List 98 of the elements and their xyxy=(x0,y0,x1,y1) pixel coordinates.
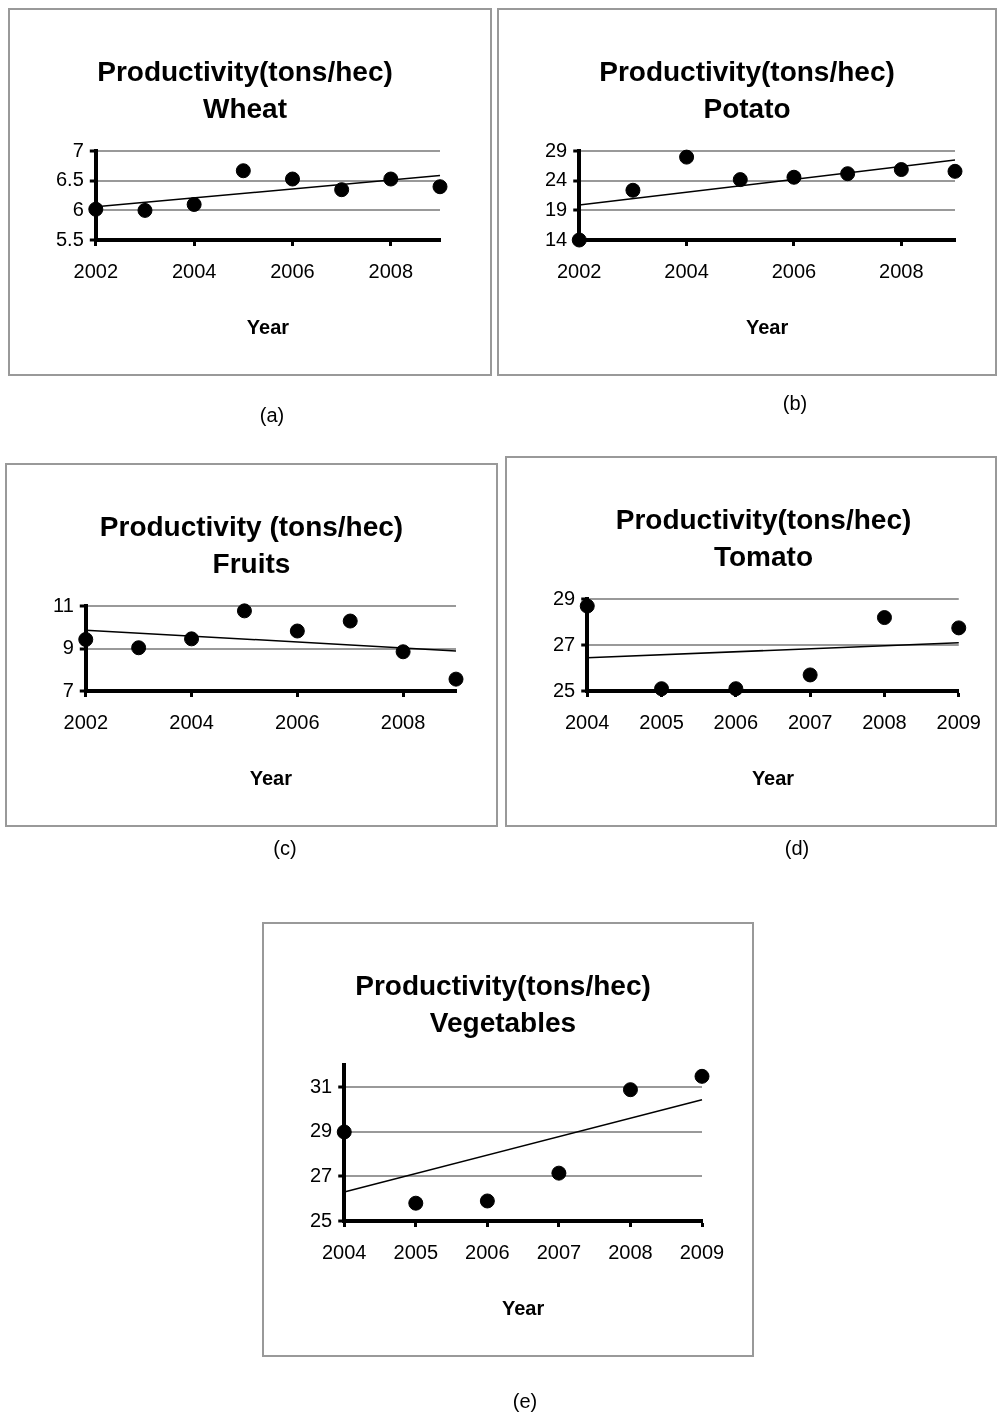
x-tick-label: 2004 xyxy=(565,710,610,733)
chart-title: Productivity(tons/hec) xyxy=(97,55,393,87)
y-tick-label: 7 xyxy=(62,678,74,701)
text: (c) xyxy=(272,837,298,860)
x-tick-label: 2008 xyxy=(380,710,426,733)
point xyxy=(88,201,104,217)
point xyxy=(236,603,252,619)
x-tick-label: 2006 xyxy=(275,710,320,733)
chart-subtitle: Vegetables xyxy=(429,1007,577,1039)
point xyxy=(78,631,94,647)
point xyxy=(732,172,748,188)
point xyxy=(728,681,744,697)
x-axis-title: Year xyxy=(745,315,789,338)
text: (d) xyxy=(783,837,811,860)
x-tick-label: 2008 xyxy=(879,259,924,282)
y-tick-label: 11 xyxy=(53,593,74,616)
point xyxy=(408,1195,424,1211)
point xyxy=(579,598,595,614)
x-tick-label: 2006 xyxy=(270,259,315,282)
x-tick-label: 2004 xyxy=(664,259,709,282)
point xyxy=(876,610,892,626)
point xyxy=(694,1068,710,1084)
point xyxy=(186,196,202,212)
point xyxy=(625,182,641,198)
point xyxy=(289,623,305,639)
point xyxy=(786,169,802,185)
x-axis-title: Year xyxy=(246,315,290,338)
x-tick-label: 2002 xyxy=(557,259,602,282)
y-tick-label: 31 xyxy=(310,1074,333,1097)
x-tick-label: 2002 xyxy=(73,259,119,282)
point xyxy=(432,179,448,195)
chart-title: Productivity (tons/hec) xyxy=(99,510,404,542)
x-tick-label: 2006 xyxy=(771,259,817,282)
text: (a) xyxy=(258,404,286,427)
y-tick-label: 5.5 xyxy=(55,227,84,250)
point xyxy=(342,613,358,629)
x-tick-label: 2007 xyxy=(787,710,833,733)
chart-title: Productivity(tons/hec) xyxy=(615,503,912,535)
y-tick-label: 9 xyxy=(62,636,74,659)
y-tick-label: 27 xyxy=(553,632,576,655)
point xyxy=(551,1165,567,1181)
text: (e) xyxy=(511,1390,539,1413)
chart-title: Productivity(tons/hec) xyxy=(599,55,895,87)
point xyxy=(235,163,251,179)
chart-subtitle: Tomato xyxy=(713,541,814,573)
chart-subtitle: Potato xyxy=(703,93,791,125)
chart-subtitle: Fruits xyxy=(212,548,291,580)
y-tick-label: 24 xyxy=(545,168,568,191)
point xyxy=(448,671,464,687)
x-tick-label: 2006 xyxy=(713,710,759,733)
x-tick-label: 2009 xyxy=(679,1240,725,1263)
point xyxy=(947,163,963,179)
x-tick-label: 2004 xyxy=(322,1240,367,1263)
text: (b) xyxy=(781,392,809,415)
point xyxy=(679,149,695,165)
point xyxy=(622,1082,638,1098)
point xyxy=(184,631,200,647)
point xyxy=(131,640,147,656)
chart-subtitle: Wheat xyxy=(203,93,287,125)
point xyxy=(137,202,153,218)
y-tick-label: 19 xyxy=(545,197,568,220)
x-tick-label: 2004 xyxy=(171,259,217,282)
point xyxy=(336,1124,352,1140)
point xyxy=(334,182,350,198)
y-tick-label: 7 xyxy=(72,138,84,161)
point xyxy=(840,166,856,182)
x-tick-label: 2007 xyxy=(536,1240,582,1263)
x-tick-label: 2009 xyxy=(936,710,981,733)
y-tick-label: 25 xyxy=(553,678,576,701)
point xyxy=(284,171,300,187)
x-tick-label: 2008 xyxy=(608,1240,653,1263)
point xyxy=(395,644,411,660)
x-tick-label: 2008 xyxy=(368,259,414,282)
y-tick-label: 6 xyxy=(72,197,84,220)
x-tick-label: 2005 xyxy=(393,1240,439,1263)
point xyxy=(479,1193,495,1209)
point xyxy=(951,620,967,636)
y-tick-label: 14 xyxy=(545,227,568,250)
y-tick-label: 25 xyxy=(310,1208,333,1231)
y-tick-label: 29 xyxy=(553,586,576,609)
chart-title: Productivity(tons/hec) xyxy=(355,969,651,1001)
x-tick-label: 2002 xyxy=(63,710,109,733)
x-tick-label: 2006 xyxy=(465,1240,510,1263)
point xyxy=(802,667,818,683)
x-tick-label: 2005 xyxy=(639,710,684,733)
y-tick-label: 27 xyxy=(310,1164,333,1186)
y-tick-label: 6.5 xyxy=(55,168,84,191)
x-axis-title: Year xyxy=(249,766,293,789)
y-tick-label: 29 xyxy=(545,138,568,161)
point xyxy=(893,162,909,178)
point xyxy=(383,171,399,187)
x-tick-label: 2004 xyxy=(169,710,214,733)
x-axis-title: Year xyxy=(751,766,795,789)
x-tick-label: 2008 xyxy=(862,710,907,733)
point xyxy=(571,232,587,248)
x-axis-title: Year xyxy=(501,1296,545,1319)
y-tick-label: 29 xyxy=(310,1119,333,1142)
point xyxy=(654,681,670,697)
